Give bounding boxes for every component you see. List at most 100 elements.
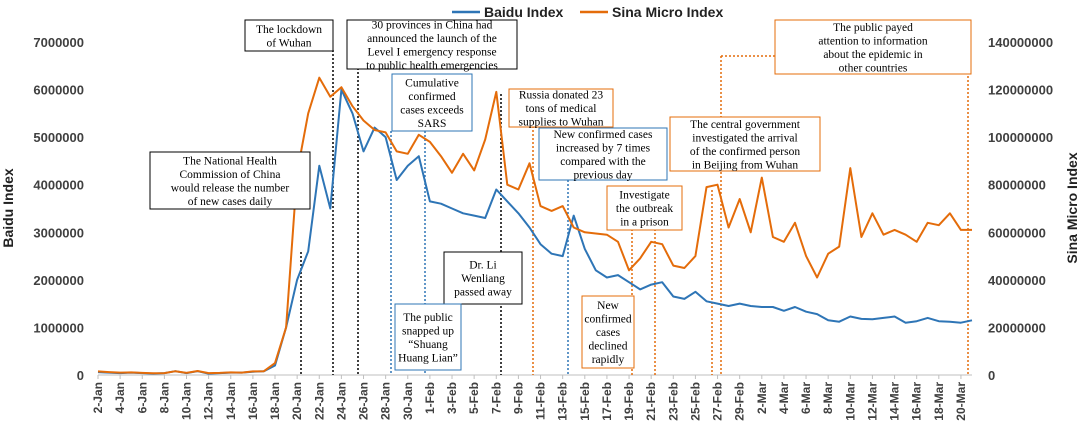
- x-tick-label: 9-Feb: [511, 382, 525, 414]
- y-left-tick-label: 4000000: [33, 178, 84, 193]
- annotation-text-line: of the confirmed person: [690, 146, 800, 158]
- annotation-text-line: The public: [403, 312, 453, 324]
- annotation-frame: [774, 19, 972, 75]
- annotation-text-line: confirmed: [408, 91, 456, 103]
- x-tick-label: 7-Feb: [489, 382, 503, 414]
- annotation-text-line: SARS: [418, 118, 447, 130]
- x-tick-label: 2-Jan: [91, 382, 105, 413]
- axes-layer: 0 1000000 2000000 3000000 4000000 5000000 6000…: [33, 35, 1053, 421]
- annotation-frame: [244, 19, 334, 52]
- x-tick-label: 19-Feb: [622, 382, 636, 421]
- annotation-frame: [391, 73, 473, 132]
- x-tick-label: 6-Jan: [135, 382, 149, 413]
- annotation-text-line: Dr. Li: [469, 260, 496, 272]
- annotation-box: 30 provinces in China had announced the l…: [346, 19, 518, 72]
- x-tick-label: 10-Jan: [180, 382, 194, 420]
- x-tick-label: 12-Jan: [202, 382, 216, 420]
- y-left-tick-label: 1000000: [33, 320, 84, 335]
- y-left-tick-label: 6000000: [33, 83, 84, 98]
- annotation-frame: [606, 185, 683, 231]
- annotation-frame: [394, 303, 462, 371]
- annotation-text-line: Investigate: [619, 190, 669, 202]
- annotation-text-line: The public payed: [833, 22, 913, 34]
- annotation-text-line: increased by 7 times: [556, 142, 651, 154]
- annotation-text-line: confirmed: [584, 314, 632, 326]
- annotation-text-line: to public health emergencies: [366, 60, 498, 72]
- annotation-frame: [149, 151, 311, 210]
- x-tick-label: 12-Mar: [865, 382, 879, 421]
- y-right-tick-label: 120000000: [988, 83, 1053, 98]
- annotation-text-line: attention to information: [818, 35, 927, 47]
- x-tick-label: 26-Jan: [357, 382, 371, 420]
- annotation-text-line: supplies to Wuhan: [519, 117, 604, 129]
- x-tick-label: 20-Jan: [290, 382, 304, 420]
- annotation-text-line: the outbreak: [616, 203, 673, 215]
- x-tick-label: 20-Mar: [954, 382, 968, 421]
- y-left-tick-label: 0: [77, 368, 84, 383]
- annotation-frame: [346, 19, 518, 70]
- x-tick-label: 4-Mar: [777, 382, 791, 414]
- annotation-text-line: in a prison: [620, 217, 669, 229]
- sina-micro-index-line: [97, 76, 972, 375]
- annotation-text-line: New confirmed cases: [554, 129, 654, 141]
- annotation-text-line: Russia donated 23: [519, 90, 604, 102]
- y-left-tick-label: 3000000: [33, 225, 84, 240]
- x-tick-label: 23-Feb: [666, 382, 680, 421]
- annotation-text-line: The lockdown: [256, 24, 322, 36]
- x-tick-label: 16-Jan: [246, 382, 260, 420]
- annotation-frame: [669, 116, 821, 172]
- annotation-text-line: of new cases daily: [188, 196, 273, 208]
- annotation-frame: [581, 295, 635, 369]
- x-tick-label: 25-Feb: [688, 382, 702, 421]
- x-tick-label: 27-Feb: [711, 382, 725, 421]
- x-tick-label: 5-Feb: [467, 382, 481, 414]
- legend-label-baidu: Baidu Index: [484, 4, 564, 20]
- x-tick-label: 8-Jan: [157, 382, 171, 413]
- annotation-text-line: investigated the arrival: [692, 132, 797, 144]
- annotation-text-line: Huang Lian”: [398, 352, 458, 364]
- y-left-tick-label: 2000000: [33, 273, 84, 288]
- x-tick-label: 30-Jan: [401, 382, 415, 420]
- y-left-tick-label: 5000000: [33, 130, 84, 145]
- x-tick-label: 1-Feb: [423, 382, 437, 414]
- annotation-text-line: 30 provinces in China had: [372, 19, 493, 31]
- x-tick-label: 8-Mar: [821, 382, 835, 414]
- annotation-text-line: in Beijing from Wuhan: [692, 159, 799, 171]
- x-tick-label: 4-Jan: [113, 382, 127, 413]
- x-tick-label: 21-Feb: [644, 382, 658, 421]
- annotation-frame: [508, 88, 614, 128]
- x-tick-label: 28-Jan: [379, 382, 393, 420]
- annotation-text-line: announced the launch of the: [367, 33, 497, 45]
- y-axis-right-title: Sina Micro Index: [1064, 152, 1080, 263]
- y-right-tick-label: 40000000: [988, 273, 1046, 288]
- annotation-text-line: would release the number: [171, 182, 290, 194]
- annotation-frame: [538, 127, 668, 181]
- x-tick-label: 18-Mar: [932, 382, 946, 421]
- annotation-text-line: The central government: [690, 119, 801, 131]
- annotation-text-line: of Wuhan: [267, 37, 312, 49]
- x-tick-label: 17-Feb: [600, 382, 614, 421]
- y-right-tick-label: 20000000: [988, 320, 1046, 335]
- annotation-text-line: The National Health: [183, 155, 277, 167]
- annotation-text-line: Wenliang: [461, 273, 505, 285]
- annotation-text-line: tons of medical: [526, 103, 597, 115]
- x-tick-label: 16-Mar: [910, 382, 924, 421]
- annotation-text-line: snapped up: [402, 325, 454, 337]
- y-right-tick-label: 0: [988, 368, 995, 383]
- annotation-text-line: “Shuang: [408, 339, 448, 351]
- annotation-text-line: previous day: [573, 169, 632, 181]
- x-tick-label: 13-Feb: [556, 382, 570, 421]
- annotation-text-line: other countries: [839, 62, 908, 74]
- annotation-text-line: passed away: [454, 287, 512, 299]
- annotation-text-line: Cumulative: [405, 77, 459, 89]
- x-tick-label: 24-Jan: [334, 382, 348, 420]
- x-tick-label: 15-Feb: [578, 382, 592, 421]
- annotation-text-line: declined: [589, 341, 628, 353]
